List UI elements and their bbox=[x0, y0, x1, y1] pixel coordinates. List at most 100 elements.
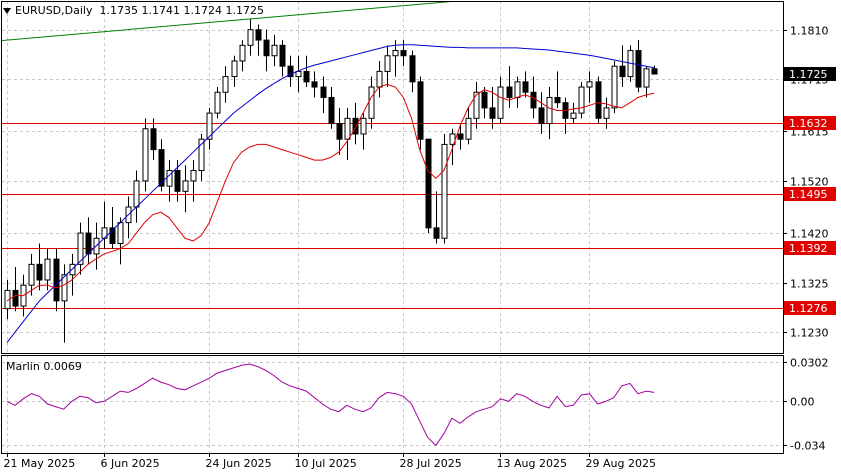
candle-bear bbox=[279, 44, 286, 67]
candle-bull bbox=[133, 180, 140, 208]
candle-bull bbox=[376, 70, 383, 88]
candle-bull bbox=[570, 112, 577, 119]
candle-bull bbox=[28, 263, 35, 286]
candle-bear bbox=[85, 232, 92, 255]
chevron-down-icon[interactable] bbox=[3, 8, 11, 14]
ma-blue-line bbox=[6, 44, 655, 343]
candle-bull bbox=[231, 60, 238, 78]
candle-bull bbox=[603, 107, 610, 119]
candle-bear bbox=[489, 107, 496, 119]
level-price-tag bbox=[784, 187, 836, 201]
level-price-tag bbox=[784, 241, 836, 255]
candle-bull bbox=[368, 86, 375, 119]
candle-bear bbox=[481, 91, 488, 109]
candle-bull bbox=[206, 112, 213, 140]
x-tick-label: 24 Jun 2025 bbox=[206, 457, 272, 470]
candle-bull bbox=[247, 29, 254, 46]
subwindow-grid bbox=[2, 355, 783, 453]
candle-bull bbox=[61, 274, 68, 302]
indicator-label: Marlin 0.0069 bbox=[6, 360, 82, 373]
candle-bull bbox=[360, 117, 367, 135]
trendline-layer bbox=[1, 1, 463, 42]
level-price-tag bbox=[784, 116, 836, 130]
candle-bull bbox=[239, 44, 246, 62]
candle-bear bbox=[36, 263, 43, 281]
candle-bull bbox=[497, 86, 504, 119]
y-tick-label: 1.1520 bbox=[790, 176, 829, 189]
price-labels: 1.1632 1.1495 1.1392 1.1276 1.1725 bbox=[784, 67, 836, 315]
y-tick-label: 1.1420 bbox=[790, 228, 829, 241]
candle-bull bbox=[198, 138, 205, 171]
candle-bull bbox=[214, 91, 221, 114]
candle-bear bbox=[328, 96, 335, 125]
candle-bear bbox=[506, 86, 513, 98]
ma-red-line bbox=[6, 83, 655, 302]
x-tick-label: 13 Aug 2025 bbox=[497, 457, 567, 470]
candle-bear bbox=[425, 138, 432, 229]
candle-bull bbox=[222, 76, 229, 93]
candle-bear bbox=[352, 117, 359, 135]
candle-bear bbox=[651, 68, 658, 75]
candle-bull bbox=[344, 117, 351, 140]
candle-bear bbox=[457, 133, 464, 140]
symbol-label: EURUSD bbox=[15, 4, 62, 17]
ohlc-values: 1.1735 1.1741 1.1724 1.1725 bbox=[99, 4, 264, 17]
x-tick-label: 21 May 2025 bbox=[4, 457, 76, 470]
x-tick-label: 6 Jun 2025 bbox=[101, 457, 160, 470]
candle-bear bbox=[336, 123, 343, 140]
candle-bull bbox=[166, 169, 173, 187]
candle-bull bbox=[77, 232, 84, 265]
chart-header: EURUSD,Daily 1.1735 1.1741 1.1724 1.1725 bbox=[3, 4, 264, 17]
level-price-label: 1.1632 bbox=[789, 117, 828, 130]
candle-bear bbox=[417, 81, 424, 140]
candle-bear bbox=[109, 227, 116, 244]
candle-bear bbox=[158, 149, 165, 187]
candle-bull bbox=[4, 289, 11, 310]
candle-bear bbox=[150, 128, 157, 151]
candle-bull bbox=[69, 263, 76, 276]
candle-bear bbox=[400, 50, 407, 57]
candle-bull bbox=[473, 91, 480, 119]
candle-bull bbox=[578, 86, 585, 114]
candle-bull bbox=[441, 143, 448, 239]
marlin-layer bbox=[6, 363, 655, 447]
candle-bear bbox=[174, 169, 181, 192]
candle-bear bbox=[538, 107, 545, 125]
candle-bear bbox=[433, 227, 440, 239]
timeframe-label: Daily bbox=[64, 4, 93, 17]
y-tick-label: 1.1810 bbox=[790, 25, 829, 38]
current-price-label: 1.1725 bbox=[789, 68, 828, 81]
level-price-tag bbox=[784, 301, 836, 315]
y-tick-label: -0.034 bbox=[790, 440, 825, 453]
candle-bull bbox=[514, 81, 521, 98]
x-tick-label: 29 Aug 2025 bbox=[586, 457, 656, 470]
candle-bear bbox=[287, 65, 294, 78]
candle-bull bbox=[546, 96, 553, 125]
marlin-axis: 0.0302 0.00 -0.034 bbox=[783, 357, 829, 453]
candle-bear bbox=[595, 81, 602, 119]
candle-bull bbox=[190, 169, 197, 182]
x-tick-label: 10 Jul 2025 bbox=[295, 457, 357, 470]
marlin-line bbox=[6, 363, 655, 447]
level-price-label: 1.1276 bbox=[789, 302, 828, 315]
candle-bear bbox=[530, 91, 537, 109]
candle-bear bbox=[303, 70, 310, 83]
level-price-label: 1.1495 bbox=[789, 188, 828, 201]
candle-bear bbox=[311, 81, 318, 88]
moving-averages-layer bbox=[6, 44, 655, 343]
candle-bull bbox=[117, 222, 124, 244]
candle-bull bbox=[392, 50, 399, 57]
candle-bear bbox=[255, 29, 262, 41]
candle-bear bbox=[554, 96, 561, 104]
time-axis: 21 May 2025 6 Jun 2025 24 Jun 2025 10 Jul 2… bbox=[4, 453, 656, 470]
horizontal-levels bbox=[2, 123, 783, 309]
candle-bear bbox=[522, 81, 529, 93]
candle-bear bbox=[320, 86, 327, 98]
candle-bull bbox=[384, 55, 391, 72]
candle-bull bbox=[271, 44, 278, 57]
candle-bear bbox=[12, 289, 19, 307]
y-tick-label: 0.00 bbox=[790, 396, 815, 409]
candle-bull bbox=[142, 128, 149, 182]
candle-bear bbox=[635, 50, 642, 88]
